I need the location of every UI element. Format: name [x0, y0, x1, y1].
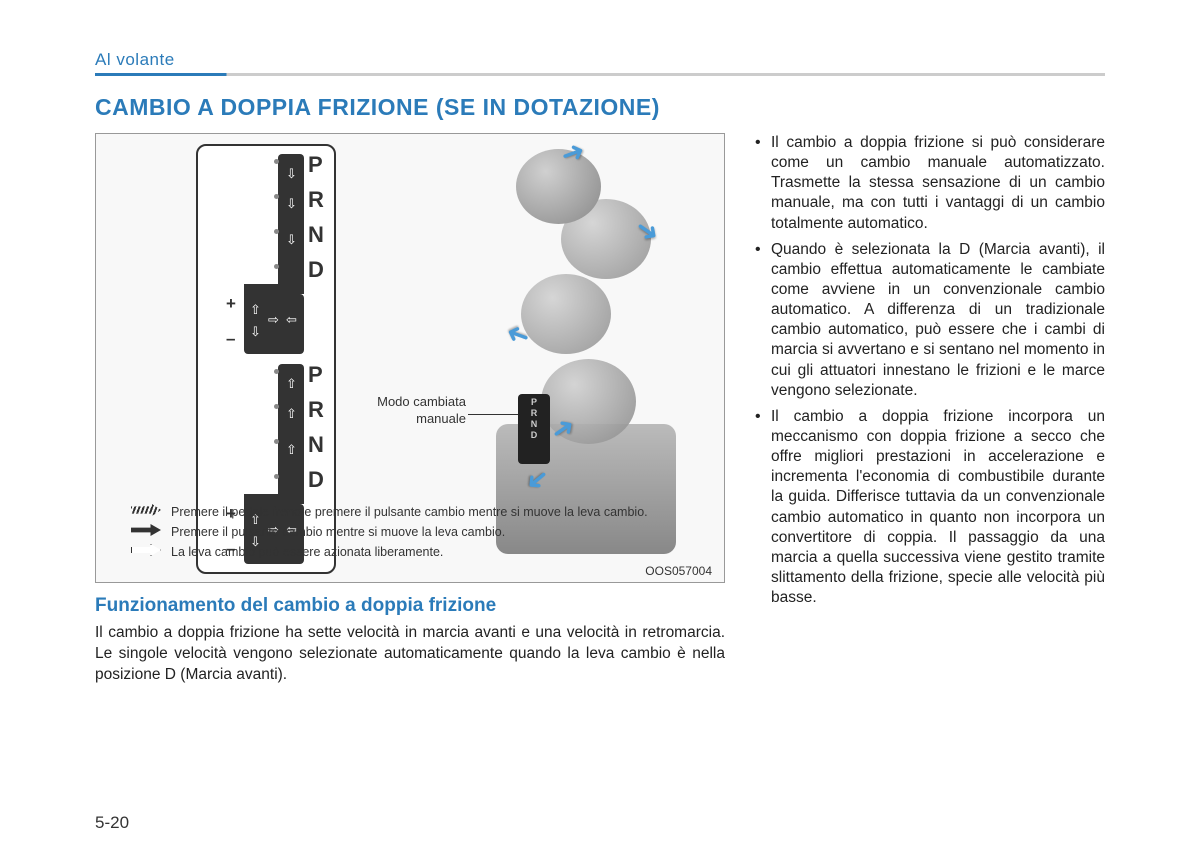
legend-text: La leva cambio può essere azionata liber… [171, 545, 443, 559]
content-columns: P R N D + – ⇩ ⇩ ⇩ ⇧ ⇩ ⇨ [95, 133, 1105, 686]
legend-text: Premere il pedale freno e premere il pul… [171, 505, 648, 519]
callout-leader-line [468, 414, 518, 415]
section-label: Al volante [95, 50, 1105, 70]
arrow-icon: ⇧ [250, 302, 261, 318]
bullet-item: Quando è selezionata la D (Marcia avanti… [755, 240, 1105, 401]
solid-arrow-icon [131, 524, 171, 539]
callout-line2: manuale [416, 411, 466, 426]
arrow-icon: ⇧ [286, 406, 297, 422]
shifter-knob [521, 274, 611, 354]
plus-symbol: + [226, 294, 236, 314]
gear-figure: P R N D + – ⇩ ⇩ ⇩ ⇧ ⇩ ⇨ [95, 133, 725, 583]
arrow-icon: ⇩ [286, 232, 297, 248]
arrow-icon: ⇩ [286, 166, 297, 182]
figure-code: OOS057004 [645, 564, 712, 578]
right-column: Il cambio a doppia frizione si può consi… [755, 133, 1105, 686]
bullet-item: Il cambio a doppia frizione si può consi… [755, 133, 1105, 234]
arrow-icon: ⇨ [268, 312, 279, 328]
dot [274, 194, 279, 199]
figure-legend: Premere il pedale freno e premere il pul… [131, 504, 686, 564]
gear-panel-top: P R N D + – ⇩ ⇩ ⇩ ⇧ ⇩ ⇨ [204, 154, 328, 360]
body-paragraph: Il cambio a doppia frizione ha sette vel… [95, 623, 725, 686]
legend-row: Premere il pulsante cambio mentre si muo… [131, 524, 686, 539]
gear-n: N [308, 432, 324, 458]
dot [274, 404, 279, 409]
arrow-icon: ⇦ [286, 312, 297, 328]
dot [274, 369, 279, 374]
gear-r: R [308, 397, 324, 423]
gear-n: N [308, 222, 324, 248]
arrow-icon: ⇩ [250, 324, 261, 340]
dot [274, 474, 279, 479]
indicator-p: P [520, 397, 548, 408]
dot [274, 439, 279, 444]
arrow-icon: ⇩ [286, 196, 297, 212]
legend-text: Premere il pulsante cambio mentre si muo… [171, 525, 505, 539]
callout-label: Modo cambiata manuale [366, 394, 466, 428]
hatched-arrow-icon [131, 504, 171, 519]
page-number: 5-20 [95, 813, 129, 833]
dot [274, 159, 279, 164]
minus-symbol: – [226, 329, 235, 349]
gear-d: D [308, 467, 324, 493]
bullet-list: Il cambio a doppia frizione si può consi… [755, 133, 1105, 608]
gear-r: R [308, 187, 324, 213]
header-rule [95, 73, 1105, 76]
legend-row: La leva cambio può essere azionata liber… [131, 544, 686, 559]
indicator-d: D [520, 430, 548, 441]
arrow-icon: ⇧ [286, 376, 297, 392]
gear-p: P [308, 152, 323, 178]
callout-line1: Modo cambiata [377, 394, 466, 409]
gear-p: P [308, 362, 323, 388]
shifter-indicator: P R N D [518, 394, 550, 464]
page-header: Al volante CAMBIO A DOPPIA FRIZIONE (SE … [95, 50, 1105, 121]
dot [274, 264, 279, 269]
dot [274, 229, 279, 234]
shifter-graphic: P R N D ➜ ➜ ➜ ➜ ➜ [466, 144, 696, 564]
outline-arrow-icon [131, 544, 171, 559]
main-title: CAMBIO A DOPPIA FRIZIONE (SE IN DOTAZION… [95, 94, 1105, 121]
direction-arrow-icon: ➜ [501, 316, 534, 355]
indicator-r: R [520, 408, 548, 419]
left-column: P R N D + – ⇩ ⇩ ⇩ ⇧ ⇩ ⇨ [95, 133, 725, 686]
subheading: Funzionamento del cambio a doppia frizio… [95, 595, 725, 617]
arrow-icon: ⇧ [286, 442, 297, 458]
legend-row: Premere il pedale freno e premere il pul… [131, 504, 686, 519]
bullet-item: Il cambio a doppia frizione incorpora un… [755, 407, 1105, 608]
gear-d: D [308, 257, 324, 283]
